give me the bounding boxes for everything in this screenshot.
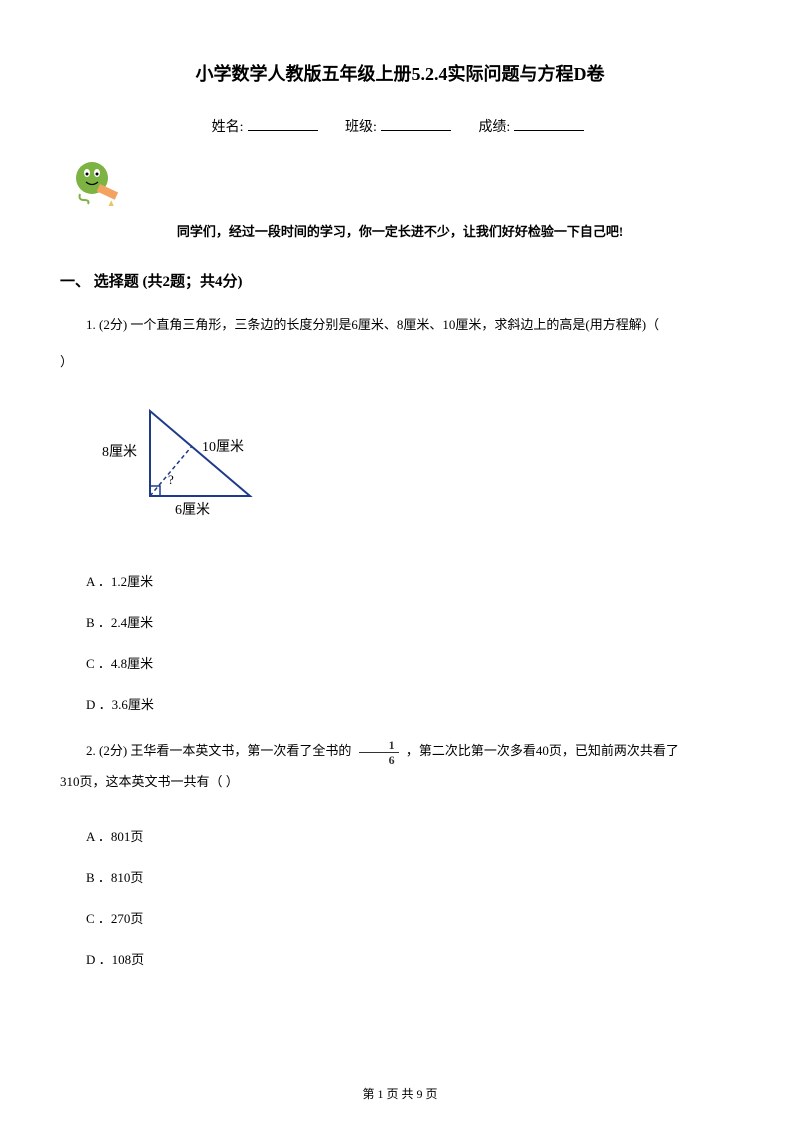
pencil-icon	[70, 156, 740, 211]
fraction-numerator: 1	[359, 739, 399, 751]
encouragement-text: 同学们，经过一段时间的学习，你一定长进不少，让我们好好检验一下自己吧!	[60, 221, 740, 240]
page-footer: 第 1 页 共 9 页	[0, 1085, 800, 1102]
question-1-text: 1. (2分) 一个直角三角形，三条边的长度分别是6厘米、8厘米、10厘米，求斜…	[60, 311, 740, 340]
page-title: 小学数学人教版五年级上册5.2.4实际问题与方程D卷	[60, 60, 740, 86]
name-label: 姓名:	[212, 120, 244, 135]
q2-before-fraction: 2. (2分) 王华看一本英文书，第一次看了全书的	[86, 743, 355, 758]
fraction-one-sixth: 1 6	[359, 739, 399, 766]
triangle-figure: 8厘米 10厘米 6厘米 ?	[100, 396, 740, 531]
class-label: 班级:	[345, 120, 377, 135]
q1-option-a: A ．1.2厘米	[60, 571, 740, 590]
triangle-label-right: 10厘米	[202, 439, 244, 455]
triangle-label-height: ?	[168, 472, 174, 487]
triangle-label-left: 8厘米	[102, 444, 137, 460]
triangle-label-bottom: 6厘米	[175, 502, 210, 518]
q1-option-c: C ．4.8厘米	[60, 653, 740, 672]
student-info-line: 姓名: 班级: 成绩:	[60, 116, 740, 136]
q2-option-d: D ．108页	[60, 949, 740, 968]
q2-option-a: A ．801页	[60, 826, 740, 845]
question-1-tail: ）	[60, 348, 740, 377]
name-blank[interactable]	[248, 130, 318, 131]
q2-option-c: C ．270页	[60, 908, 740, 927]
question-2-text: 2. (2分) 王华看一本英文书，第一次看了全书的 1 6 ，第二次比第一次多看…	[60, 735, 740, 797]
fraction-denominator: 6	[359, 754, 399, 766]
section-1-heading: 一、 选择题 (共2题；共4分)	[60, 270, 740, 291]
q1-option-d: D ．3.6厘米	[60, 694, 740, 713]
q2-after-fraction: ，第二次比第一次多看40页，已知前两次共看了	[406, 743, 679, 758]
q2-option-b: B ．810页	[60, 867, 740, 886]
class-blank[interactable]	[381, 130, 451, 131]
q2-line2: 310页，这本英文书一共有（ ）	[60, 766, 740, 797]
q1-option-b: B ．2.4厘米	[60, 612, 740, 631]
score-label: 成绩:	[478, 120, 510, 135]
score-blank[interactable]	[514, 130, 584, 131]
